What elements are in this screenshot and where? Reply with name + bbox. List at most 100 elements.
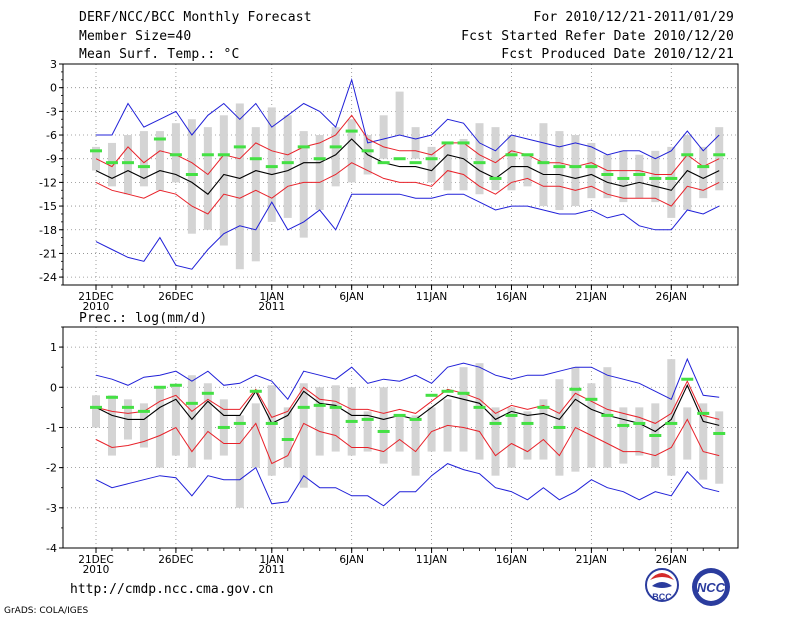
median-marker <box>521 421 534 425</box>
x-tick-label: 2011 <box>258 564 285 576</box>
ensemble-box <box>299 131 308 238</box>
median-marker <box>90 405 102 409</box>
median-marker <box>633 173 646 176</box>
x-tick-label: 2011 <box>258 301 285 313</box>
median-marker <box>585 165 598 169</box>
ensemble-box <box>571 135 580 207</box>
precip-label: Prec.: log(mm/d) <box>79 311 208 326</box>
ensemble-box <box>347 119 356 183</box>
median-marker <box>281 161 294 165</box>
median-marker <box>233 421 246 425</box>
x-tick-label: 26JAN <box>656 554 687 566</box>
ensemble-box <box>539 123 548 207</box>
median-marker <box>505 413 518 417</box>
ensemble-box <box>139 131 148 187</box>
ensemble-box <box>475 123 484 195</box>
ensemble-box <box>411 127 420 159</box>
source-url[interactable]: http://cmdp.ncc.cma.gov.cn <box>70 582 274 597</box>
y-tick-label: -3 <box>46 502 57 515</box>
median-marker <box>201 391 214 395</box>
x-tick-label: 21JAN <box>576 554 607 566</box>
ensemble-box <box>715 411 724 484</box>
median-marker <box>121 161 134 165</box>
median-marker <box>393 413 406 417</box>
median-marker <box>489 176 502 180</box>
ensemble-mean-line <box>95 383 720 433</box>
x-tick-label: 2010 <box>83 301 110 313</box>
y-tick-label: -21 <box>39 247 57 260</box>
median-marker <box>377 161 390 165</box>
ensemble-boxes <box>92 359 724 508</box>
median-marker <box>345 129 358 133</box>
median-marker <box>665 421 678 425</box>
ensemble-box <box>235 415 244 508</box>
median-marker <box>121 405 134 409</box>
median-marker <box>681 377 694 381</box>
forecast-period: For 2010/12/21-2011/01/29 <box>533 10 734 25</box>
ensemble-box <box>299 383 308 488</box>
ncc-logo-text: NCC <box>697 580 726 595</box>
x-tick-label: 26JAN <box>656 291 687 303</box>
median-marker <box>201 153 214 157</box>
y-tick-label: -6 <box>46 129 57 142</box>
ensemble-box <box>539 399 548 460</box>
x-tick-label: 21DEC <box>78 291 113 303</box>
median-marker <box>281 438 294 442</box>
ensemble-box <box>267 385 276 476</box>
median-marker <box>425 393 438 397</box>
std-upper-line <box>95 380 720 424</box>
y-tick-label: -2 <box>46 462 57 475</box>
median-marker <box>697 411 710 415</box>
ensemble-box <box>427 146 436 183</box>
ensemble-box <box>587 142 596 199</box>
median-marker <box>473 161 486 165</box>
median-marker <box>569 165 582 169</box>
median-marker <box>137 165 150 169</box>
fcst-produced-date: Fcst Produced Date 2010/12/21 <box>501 47 734 62</box>
ensemble-box <box>219 115 228 246</box>
ensemble-box <box>107 395 116 456</box>
median-marker <box>233 145 246 149</box>
median-marker <box>249 389 262 393</box>
min-line <box>95 463 720 507</box>
ensemble-box <box>571 367 580 472</box>
x-tick-label: 2010 <box>83 564 110 576</box>
x-tick-label: 6JAN <box>339 554 364 566</box>
median-marker <box>537 161 550 165</box>
x-tick-label: 11JAN <box>416 554 447 566</box>
y-tick-label: -4 <box>46 542 57 555</box>
median-marker <box>649 433 662 437</box>
member-size: Member Size=40 <box>79 29 192 44</box>
ensemble-box <box>507 135 516 191</box>
x-tick-label: 11JAN <box>416 291 447 303</box>
median-marker <box>265 421 278 425</box>
y-axis: 1 0 -1 -2 -3 -4 <box>46 326 63 555</box>
median-markers <box>90 377 726 442</box>
ensemble-box <box>587 383 596 468</box>
y-tick-label: -15 <box>39 200 57 213</box>
ensemble-box <box>651 150 660 203</box>
x-tick-label: 1JAN <box>259 291 284 303</box>
ensemble-box <box>507 407 516 468</box>
y-tick-label: 1 <box>50 341 57 354</box>
ensemble-box <box>699 403 708 480</box>
median-marker <box>249 157 262 161</box>
median-marker <box>505 153 518 157</box>
ensemble-box <box>203 383 212 460</box>
median-marker <box>553 165 566 169</box>
ensemble-box <box>171 385 180 456</box>
ensemble-box <box>667 146 676 218</box>
ensemble-box <box>363 411 372 452</box>
median-marker <box>377 429 390 433</box>
median-marker <box>489 421 502 425</box>
x-tick-label: 26DEC <box>158 554 193 566</box>
median-marker <box>297 145 310 149</box>
ensemble-box <box>603 154 612 199</box>
median-marker <box>361 149 374 153</box>
ensemble-box <box>331 385 340 452</box>
x-tick-label: 16JAN <box>496 554 527 566</box>
ensemble-box <box>523 154 532 187</box>
